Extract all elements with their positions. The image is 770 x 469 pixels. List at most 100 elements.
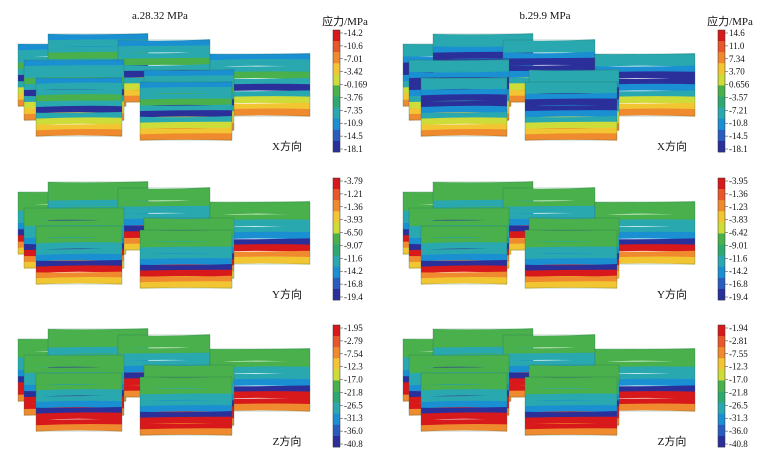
stress-band <box>36 383 122 391</box>
contour-block <box>524 81 618 141</box>
legend-tick-label: -17.0 <box>729 375 748 385</box>
stress-contour-3 <box>17 328 311 436</box>
legend-swatch <box>333 85 340 97</box>
legend-swatch <box>333 402 340 415</box>
legend-swatch <box>333 140 340 153</box>
legend-swatch <box>718 413 725 426</box>
block-outline <box>524 229 618 289</box>
stress-band <box>503 205 595 214</box>
stress-band <box>421 423 507 432</box>
contour-block <box>35 372 123 432</box>
stress-band <box>433 328 533 337</box>
legend-swatch <box>333 424 340 437</box>
stress-band <box>433 33 533 42</box>
legend-swatch <box>718 118 725 131</box>
legend-swatch <box>333 189 340 201</box>
legend-tick-label: -11.6 <box>729 253 748 263</box>
stress-band <box>24 59 124 67</box>
stress-band <box>409 213 509 221</box>
legend-swatch <box>718 74 725 86</box>
stress-band <box>36 265 122 273</box>
stress-band <box>525 387 617 396</box>
legend-swatch <box>718 402 725 415</box>
stress-band <box>24 360 124 368</box>
stress-band <box>210 231 310 240</box>
stress-band <box>529 217 619 226</box>
legend-tick-label: -1.21 <box>344 189 363 199</box>
stress-band <box>503 199 595 208</box>
stress-band <box>210 256 310 265</box>
stress-band <box>409 354 509 362</box>
stress-band <box>36 88 122 96</box>
block-outline <box>420 372 508 432</box>
legend-tick-label: -14.2 <box>344 28 363 38</box>
stress-band <box>210 403 310 412</box>
stress-band <box>421 276 507 285</box>
stress-band <box>595 206 695 215</box>
stress-band <box>421 128 507 137</box>
stress-band <box>529 370 619 378</box>
stress-band <box>118 205 210 214</box>
legend-swatch <box>333 347 340 359</box>
stress-band <box>525 381 617 390</box>
legend-tick-label: -21.8 <box>344 387 363 397</box>
stress-band <box>525 116 617 124</box>
legend-tick-label: -6.50 <box>344 228 363 238</box>
legend-tick-label: -14.2 <box>344 266 363 276</box>
legend-swatch <box>333 277 340 290</box>
legend-swatch <box>333 63 340 75</box>
stress-band <box>36 94 122 102</box>
contour-block <box>594 348 696 412</box>
stress-band <box>210 53 310 61</box>
legend-swatch <box>333 211 340 223</box>
stress-band <box>36 389 122 397</box>
stress-band <box>421 242 507 250</box>
direction-label: Y方向 <box>657 287 687 301</box>
legend-tick-label: -19.4 <box>344 292 363 302</box>
stress-band <box>140 381 232 390</box>
legend-swatch <box>333 435 340 448</box>
stress-band <box>409 360 509 368</box>
stress-band <box>140 98 232 106</box>
legend-swatch <box>718 30 725 42</box>
stress-band <box>503 39 595 48</box>
stress-band <box>210 385 310 393</box>
stress-band <box>525 229 617 237</box>
stress-band <box>144 69 234 78</box>
contour-block <box>420 372 508 432</box>
legend-frame <box>332 324 341 448</box>
stress-band <box>140 275 232 284</box>
stress-band <box>118 51 210 60</box>
stress-band <box>529 223 619 231</box>
legend-tick-label: -1.95 <box>344 323 363 333</box>
direction-label: Y方向 <box>272 287 302 301</box>
stress-band <box>210 83 310 92</box>
legend-swatch <box>333 413 340 426</box>
legend-swatch <box>718 107 725 120</box>
stress-band <box>210 391 310 400</box>
legend-swatch <box>333 129 340 142</box>
legend-tick-label: -40.8 <box>729 439 748 449</box>
stress-band <box>140 110 232 118</box>
stress-band <box>140 229 232 237</box>
stress-band <box>140 269 232 277</box>
legend-swatch <box>718 52 725 64</box>
stress-band <box>595 96 695 105</box>
legend-tick-label: -10.8 <box>729 118 748 128</box>
stress-band <box>144 75 234 83</box>
stress-band <box>140 387 232 396</box>
stress-band <box>595 353 695 362</box>
stress-band <box>525 428 617 436</box>
legend-swatch <box>333 244 340 256</box>
legend-swatch <box>333 325 340 337</box>
contour-block <box>139 81 233 141</box>
stress-band <box>210 219 310 228</box>
legend-swatch <box>333 391 340 403</box>
stress-band <box>421 225 507 233</box>
contour-block <box>35 77 123 137</box>
legend-tick-label: 3.70 <box>729 67 745 77</box>
stress-band <box>36 82 122 91</box>
stress-band <box>595 348 695 356</box>
